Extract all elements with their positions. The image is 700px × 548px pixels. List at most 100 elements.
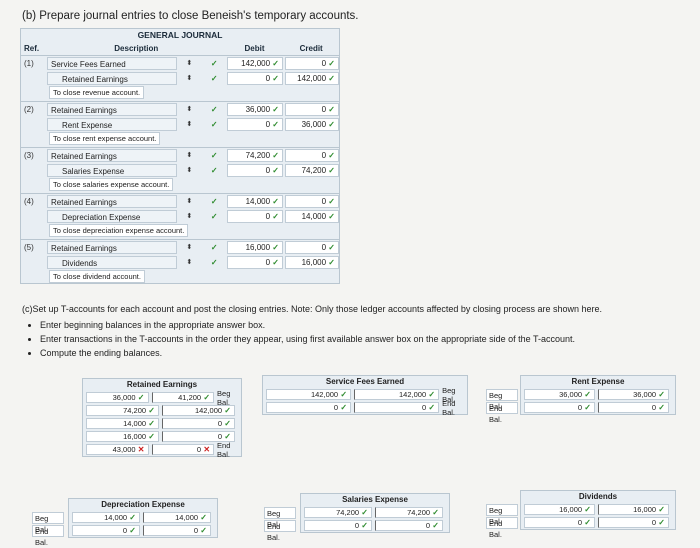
checkmark-icon: ✓ [210,151,218,160]
t-account-credit-input[interactable]: 0 ✓ [354,402,440,413]
t-account-credit-input[interactable]: 16,000 ✓ [598,504,669,515]
instruction-item: Enter beginning balances in the appropri… [40,318,694,332]
note-text[interactable]: To close depreciation expense account. [49,224,189,237]
credit-value: 14,000 [301,212,327,221]
entry-ref: (3) [24,151,34,160]
dropdown-arrows-icon[interactable]: ⬍ [186,259,193,266]
t-account-debit-input[interactable]: 14,000 ✓ [72,512,140,523]
entry-divider [21,237,339,240]
t-account-debit-input[interactable]: 0 ✓ [304,520,372,531]
t-account-row: 74,200 ✓ 74,200 ✓ [301,506,449,519]
note-text[interactable]: To close salaries expense account. [49,178,174,191]
t-account-service: Service Fees Earned 142,000 ✓ 142,000 ✓ Beg… [262,375,468,417]
debit-input[interactable]: 0 ✓ [227,210,283,223]
t-account-row: 14,000 ✓ 14,000 ✓ [69,511,217,524]
credit-input[interactable]: 142,000 ✓ [285,72,339,85]
credit-input[interactable]: 0 ✓ [285,57,339,70]
t-account-debit-input[interactable]: 43,000 ✕ [86,444,149,455]
account-select[interactable]: Retained Earnings [47,241,177,254]
t-account-credit-input[interactable]: 0 ✓ [162,431,235,442]
checkmark-icon: ✓ [338,403,348,412]
t-account-credit-input[interactable]: 0 ✓ [598,402,669,413]
t-account-credit-input[interactable]: 0 ✕ [151,444,215,455]
credit-value: 0 [421,403,427,412]
checkmark-icon: ✓ [210,258,218,267]
account-select[interactable]: Retained Earnings [47,103,177,116]
col-debit: Debit [244,44,265,53]
checkmark-icon: ✓ [210,212,218,221]
debit-input[interactable]: 36,000 ✓ [227,103,283,116]
t-account-credit-input[interactable]: 36,000 ✓ [598,389,669,400]
credit-input[interactable]: 0 ✓ [285,241,339,254]
checkmark-icon: ✓ [210,105,218,114]
select-controls: ⬍ ✓ [177,166,227,175]
account-select[interactable]: Salaries Expense [47,164,177,177]
credit-input[interactable]: 14,000 ✓ [285,210,339,223]
credit-input[interactable]: 74,200 ✓ [285,164,339,177]
account-select[interactable]: Retained Earnings [47,149,177,162]
t-account-debit-input[interactable]: 0 ✓ [266,402,352,413]
t-account-debit-input[interactable]: 142,000 ✓ [266,389,352,400]
journal-row: (4) Retained Earnings ⬍ ✓ 14,000 ✓ 0 ✓ [21,194,339,209]
dropdown-arrows-icon[interactable]: ⬍ [186,121,193,128]
dropdown-arrows-icon[interactable]: ⬍ [186,106,193,113]
t-account-debit-input[interactable]: 0 ✓ [524,402,595,413]
account-select[interactable]: Depreciation Expense [47,210,177,223]
account-select[interactable]: Retained Earnings [47,72,177,85]
dropdown-arrows-icon[interactable]: ⬍ [186,213,193,220]
t-account-debit-input[interactable]: 36,000 ✓ [86,392,149,403]
credit-input[interactable]: 0 ✓ [285,149,339,162]
debit-input[interactable]: 142,000 ✓ [227,57,283,70]
debit-input[interactable]: 14,000 ✓ [227,195,283,208]
debit-input[interactable]: 0 ✓ [227,164,283,177]
t-account-credit-input[interactable]: 14,000 ✓ [143,512,211,523]
t-account-debit-input[interactable]: 16,000 ✓ [524,504,595,515]
credit-input[interactable]: 16,000 ✓ [285,256,339,269]
t-account-retained: Retained Earnings 36,000 ✓ 41,200 ✓ Beg Bal… [82,378,242,459]
checkmark-icon: ✓ [210,59,218,68]
t-account-credit-input[interactable]: 142,000 ✓ [354,389,440,400]
entry-divider [21,99,339,102]
t-account-credit-input[interactable]: 142,000 ✓ [162,405,235,416]
debit-input[interactable]: 0 ✓ [227,118,283,131]
credit-input[interactable]: 0 ✓ [285,195,339,208]
debit-value: 0 [265,120,271,129]
debit-value: 14,000 [245,197,271,206]
t-account-credit-input[interactable]: 41,200 ✓ [151,392,215,403]
t-account-debit-input[interactable]: 74,200 ✓ [86,405,159,416]
t-account-credit-input[interactable]: 0 ✓ [143,525,211,536]
account-select[interactable]: Service Fees Earned [47,57,177,70]
t-account-credit-input[interactable]: 0 ✓ [598,517,669,528]
t-account-credit-input[interactable]: 0 ✓ [162,418,235,429]
t-account-debit-input[interactable]: 14,000 ✓ [86,418,159,429]
note-text[interactable]: To close revenue account. [49,86,145,99]
debit-input[interactable]: 16,000 ✓ [227,241,283,254]
t-account-debit-input[interactable]: 36,000 ✓ [524,389,595,400]
credit-value: 0 [321,243,327,252]
dropdown-arrows-icon[interactable]: ⬍ [186,152,193,159]
dropdown-arrows-icon[interactable]: ⬍ [186,244,193,251]
credit-input[interactable]: 0 ✓ [285,103,339,116]
dropdown-arrows-icon[interactable]: ⬍ [186,198,193,205]
account-select[interactable]: Dividends [47,256,177,269]
t-account-credit-input[interactable]: 0 ✓ [375,520,443,531]
dropdown-arrows-icon[interactable]: ⬍ [186,75,193,82]
debit-input[interactable]: 0 ✓ [227,256,283,269]
note-text[interactable]: To close rent expense account. [49,132,161,145]
credit-input[interactable]: 36,000 ✓ [285,118,339,131]
t-account-debit-input[interactable]: 16,000 ✓ [86,431,159,442]
account-select[interactable]: Retained Earnings [47,195,177,208]
debit-input[interactable]: 74,200 ✓ [227,149,283,162]
credit-value: 0 [425,521,431,530]
t-account-credit-input[interactable]: 74,200 ✓ [375,507,443,518]
t-account-debit-input[interactable]: 0 ✓ [524,517,595,528]
t-account-debit-input[interactable]: 0 ✓ [72,525,140,536]
dropdown-arrows-icon[interactable]: ⬍ [186,60,193,67]
t-account-title: Depreciation Expense [101,500,185,509]
note-text[interactable]: To close dividend account. [49,270,145,283]
checkmark-icon: ✓ [426,403,436,412]
t-account-debit-input[interactable]: 74,200 ✓ [304,507,372,518]
debit-input[interactable]: 0 ✓ [227,72,283,85]
account-select[interactable]: Rent Expense [47,118,177,131]
dropdown-arrows-icon[interactable]: ⬍ [186,167,193,174]
